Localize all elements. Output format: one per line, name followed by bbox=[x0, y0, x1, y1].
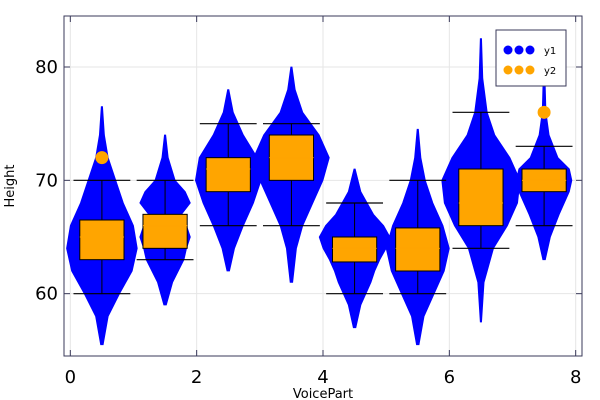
legend-marker bbox=[503, 45, 513, 55]
y-tick-label: 80 bbox=[35, 57, 58, 78]
box-iqr bbox=[395, 227, 441, 272]
y-axis-label: Height bbox=[3, 165, 18, 208]
legend-label: y2 bbox=[544, 66, 556, 77]
x-tick-label: 4 bbox=[317, 367, 328, 388]
x-tick-label: 0 bbox=[65, 367, 76, 388]
x-tick-label: 8 bbox=[570, 367, 581, 388]
legend-box bbox=[495, 29, 567, 87]
x-axis-label: VoicePart bbox=[293, 387, 353, 400]
box-layer bbox=[73, 111, 573, 295]
legend-marker bbox=[525, 65, 535, 75]
outlier-layer bbox=[95, 105, 551, 165]
x-tick-label: 2 bbox=[191, 367, 202, 388]
box-iqr bbox=[458, 168, 504, 227]
y-tick-label: 60 bbox=[35, 284, 58, 305]
box-iqr bbox=[205, 157, 251, 193]
tick-layer: 0 2 4 6 8 60 70 80 bbox=[35, 16, 582, 388]
box-iqr bbox=[142, 213, 188, 249]
legend-marker bbox=[514, 45, 524, 55]
x-tick-label: 6 bbox=[444, 367, 455, 388]
legend-marker bbox=[503, 65, 513, 75]
legend-label: y1 bbox=[544, 46, 556, 57]
y-tick-label: 70 bbox=[35, 170, 58, 191]
legend-marker bbox=[525, 45, 535, 55]
box-iqr bbox=[79, 219, 125, 261]
outlier-point bbox=[537, 105, 551, 119]
outlier-point bbox=[95, 151, 109, 165]
legend: y1 y2 bbox=[495, 29, 567, 87]
box-iqr bbox=[331, 236, 378, 263]
legend-marker bbox=[514, 65, 524, 75]
